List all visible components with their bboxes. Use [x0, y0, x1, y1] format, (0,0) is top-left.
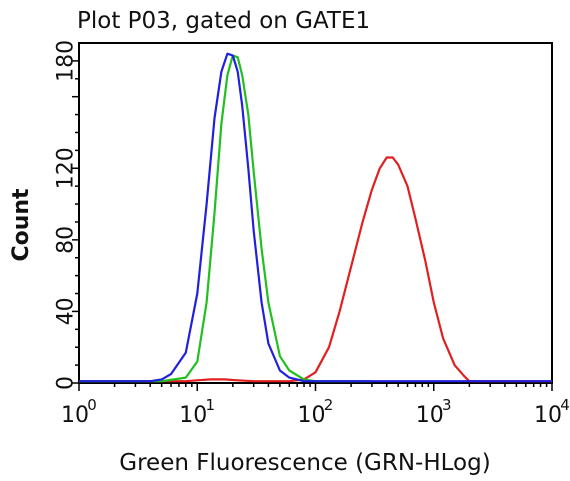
x-tick-exponent: 3 [442, 396, 452, 414]
x-tick-label: 10 [416, 403, 444, 428]
x-axis-label: Green Fluorescence (GRN-HLog) [119, 450, 490, 476]
y-axis-label: Count [9, 188, 34, 262]
x-tick-exponent: 0 [87, 396, 97, 414]
y-tick-label: 80 [54, 226, 79, 254]
y-tick-label: 120 [54, 147, 79, 189]
y-tick-label: 40 [54, 297, 79, 325]
x-tick-exponent: 4 [560, 396, 570, 414]
x-tick-label: 10 [61, 403, 89, 428]
series-layer [79, 52, 552, 383]
y-axis: 0 40 80 120 180 [54, 40, 79, 390]
y-tick-label: 0 [54, 376, 79, 390]
x-axis: 100 101 102 103 104 [61, 383, 570, 428]
x-tick-label: 10 [534, 403, 562, 428]
series-line-2 [79, 54, 372, 383]
series-line-1 [79, 156, 552, 383]
y-tick-label: 180 [54, 40, 79, 82]
x-tick-label: 10 [179, 403, 207, 428]
x-tick-label: 10 [298, 403, 326, 428]
x-tick-exponent: 2 [324, 396, 334, 414]
x-tick-exponent: 1 [205, 396, 215, 414]
plot-frame [78, 42, 553, 384]
series-line-3 [79, 52, 552, 383]
chart-title: Plot P03, gated on GATE1 [77, 8, 370, 34]
